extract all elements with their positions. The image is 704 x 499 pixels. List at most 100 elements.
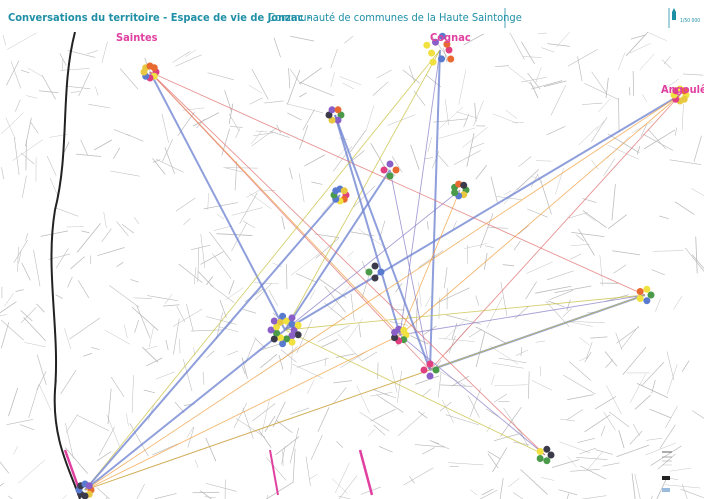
road: [4, 292, 14, 307]
actor-dot: [294, 321, 302, 329]
road: [581, 102, 603, 105]
road: [567, 456, 577, 468]
road: [162, 139, 173, 162]
flow-line: [284, 294, 646, 331]
road: [205, 437, 217, 462]
actor-dot: [371, 262, 379, 270]
flow-line: [334, 114, 401, 336]
road: [210, 284, 235, 303]
road: [494, 65, 510, 68]
road: [67, 276, 73, 288]
road: [674, 201, 695, 215]
road: [0, 461, 10, 474]
road: [527, 208, 548, 218]
road: [415, 297, 419, 332]
road: [586, 341, 593, 359]
road: [38, 384, 52, 411]
road: [266, 457, 287, 481]
road: [669, 467, 692, 472]
road: [70, 91, 80, 93]
road: [344, 35, 354, 44]
road: [349, 130, 366, 153]
flow-arrow: [269, 449, 279, 496]
road: [680, 488, 704, 499]
road: [96, 487, 111, 499]
road: [33, 249, 41, 287]
road: [314, 233, 340, 239]
road: [566, 299, 571, 311]
road: [185, 49, 197, 57]
road: [636, 145, 641, 155]
road: [629, 373, 646, 404]
road: [197, 247, 200, 283]
road: [55, 294, 63, 299]
road: [216, 312, 223, 339]
road: [64, 328, 72, 349]
road: [23, 317, 46, 342]
road: [94, 139, 113, 151]
road: [527, 72, 541, 90]
road: [77, 415, 110, 432]
road: [358, 228, 388, 250]
road: [231, 222, 248, 252]
flow-line: [399, 49, 441, 336]
road: [373, 424, 386, 436]
road: [264, 100, 284, 104]
road: [26, 95, 38, 99]
road: [577, 437, 596, 443]
road: [438, 372, 442, 398]
road: [317, 407, 330, 432]
road: [6, 419, 33, 425]
road: [529, 81, 539, 99]
road: [485, 245, 494, 248]
actor-dot: [288, 320, 296, 328]
road: [340, 351, 366, 368]
road: [456, 111, 479, 119]
actor-dot: [547, 451, 555, 459]
road: [493, 393, 507, 403]
road: [547, 43, 570, 47]
flow-line: [149, 71, 546, 456]
road: [515, 349, 529, 356]
road: [468, 328, 483, 338]
actor-dot: [426, 372, 434, 380]
road: [164, 294, 173, 305]
road: [36, 354, 47, 386]
road: [521, 41, 535, 65]
road: [681, 360, 690, 372]
road: [372, 81, 389, 96]
road: [580, 495, 607, 499]
road: [97, 247, 125, 257]
road: [649, 408, 672, 419]
road: [104, 329, 130, 345]
road: [485, 408, 498, 417]
road: [540, 477, 555, 481]
road: [155, 158, 184, 173]
road: [289, 427, 299, 464]
road: [98, 426, 115, 456]
road: [616, 444, 650, 458]
road: [281, 446, 286, 465]
road: [437, 154, 449, 167]
road: [307, 379, 315, 394]
road: [599, 254, 604, 287]
road: [458, 69, 467, 105]
road: [21, 262, 31, 281]
road: [567, 394, 594, 401]
road: [692, 410, 704, 419]
road: [61, 494, 67, 499]
road: [246, 188, 263, 198]
road: [280, 349, 297, 363]
road: [298, 173, 305, 203]
road: [376, 394, 404, 413]
road: [598, 98, 611, 113]
road: [20, 307, 37, 324]
road: [290, 253, 320, 276]
road: [24, 342, 46, 348]
road: [685, 247, 704, 272]
road: [513, 240, 521, 251]
flow-lines: [63, 49, 681, 496]
road: [618, 97, 620, 132]
road: [359, 411, 390, 432]
road: [217, 214, 225, 220]
